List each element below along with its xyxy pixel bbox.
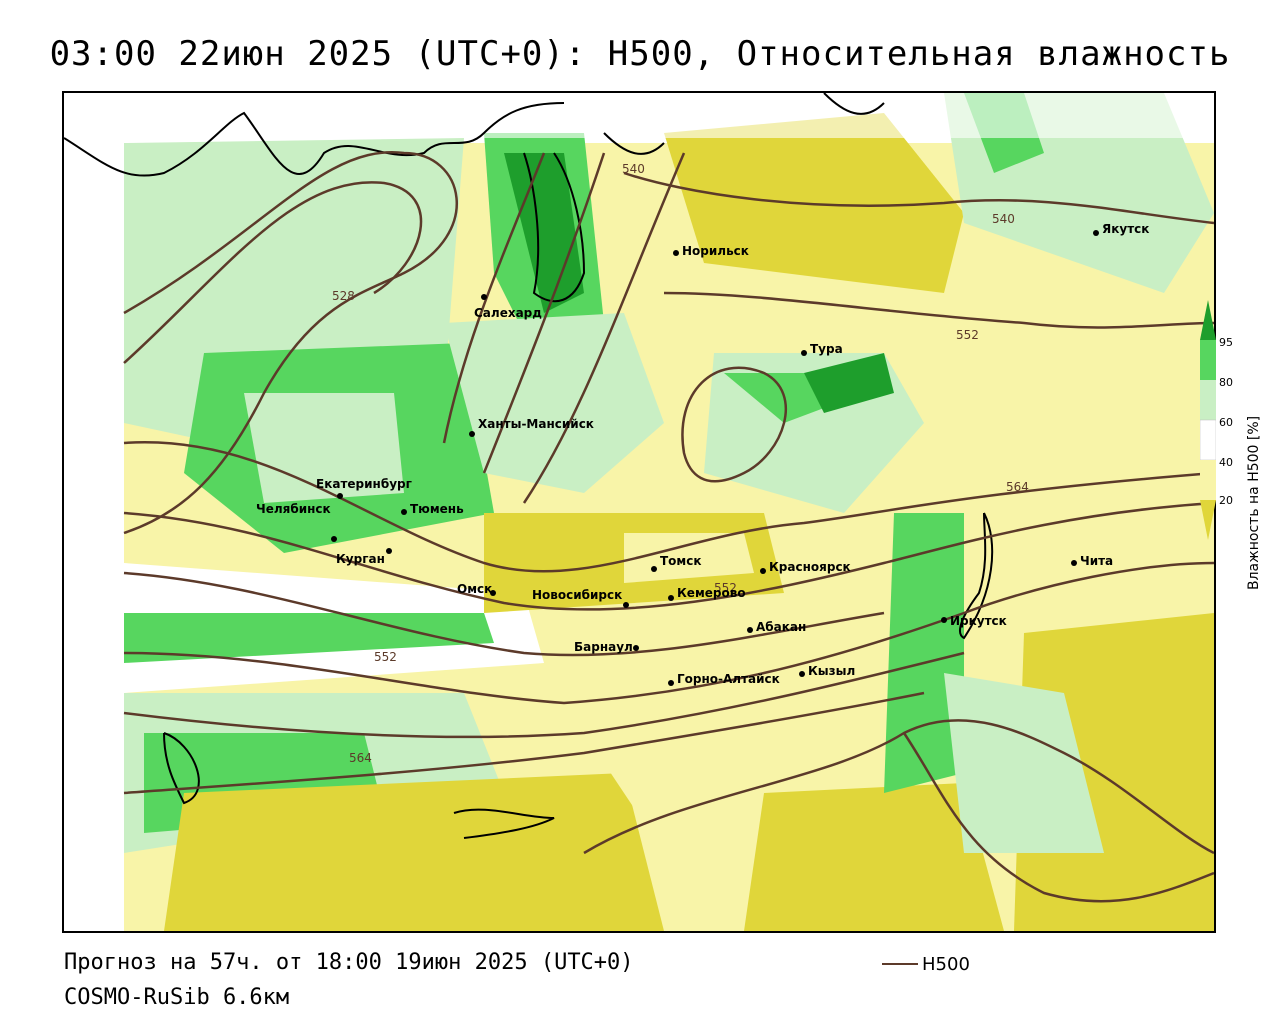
colorbar-tick: 80 xyxy=(1219,376,1233,389)
svg-text:Тура: Тура xyxy=(810,342,843,356)
contour-label: 552 xyxy=(714,581,737,595)
city-marker: Абакан xyxy=(747,620,806,634)
svg-text:Красноярск: Красноярск xyxy=(769,560,851,574)
forecast-info: Прогноз на 57ч. от 18:00 19июн 2025 (UTC… xyxy=(64,950,634,975)
contour-label: 540 xyxy=(622,162,645,176)
colorbar-tick: 20 xyxy=(1219,494,1233,507)
city-marker: Ханты-Мансийск xyxy=(469,417,594,437)
city-marker: Кызыл xyxy=(799,664,855,678)
model-name: COSMO-RuSib 6.6км xyxy=(64,985,290,1010)
contour-label: 528 xyxy=(332,289,355,303)
city-marker: Кемерово xyxy=(668,586,746,601)
svg-text:Челябинск: Челябинск xyxy=(256,502,331,516)
svg-text:Ханты-Мансийск: Ханты-Мансийск xyxy=(478,417,594,431)
colorbar-tick: 40 xyxy=(1219,456,1233,469)
colorbar-tick: 95 xyxy=(1219,336,1233,349)
city-marker: Новосибирск xyxy=(532,588,629,608)
colorbar-title: Влажность на H500 [%] xyxy=(1246,415,1262,590)
city-marker: Екатеринбург xyxy=(316,477,412,499)
city-marker: Омск xyxy=(457,582,496,596)
city-marker: Чита xyxy=(1071,554,1113,568)
contour-label: 552 xyxy=(956,328,979,342)
svg-text:Салехард: Салехард xyxy=(474,306,542,320)
svg-text:Барнаул: Барнаул xyxy=(574,640,633,654)
h500-contours xyxy=(123,150,1214,903)
humidity-field xyxy=(64,93,1214,931)
city-marker: Иркутск xyxy=(941,614,1007,628)
city-marker: Якутск xyxy=(1093,222,1149,236)
svg-text:Тюмень: Тюмень xyxy=(410,502,464,516)
svg-text:Чита: Чита xyxy=(1080,554,1113,568)
svg-text:Омск: Омск xyxy=(457,582,492,596)
svg-text:Кемерово: Кемерово xyxy=(677,586,746,600)
coastlines xyxy=(64,93,994,839)
svg-text:Якутск: Якутск xyxy=(1102,222,1149,236)
svg-text:Курган: Курган xyxy=(336,552,385,566)
city-marker: Норильск xyxy=(673,244,749,258)
city-marker: Красноярск xyxy=(760,560,851,574)
city-marker: Тура xyxy=(801,342,843,356)
svg-text:Норильск: Норильск xyxy=(682,244,749,258)
contour-label: 564 xyxy=(349,751,372,765)
svg-text:Горно-Алтайск: Горно-Алтайск xyxy=(677,672,780,686)
map-title: 03:00 22июн 2025 (UTC+0): H500, Относите… xyxy=(49,34,1231,74)
map-canvas: 540 540 528 552 564 552 552 564 Якутск Н… xyxy=(64,93,1214,931)
contour-labels: 540 540 528 552 564 552 552 564 xyxy=(332,162,1029,765)
svg-text:Томск: Томск xyxy=(660,554,702,568)
city-marker: Курган xyxy=(336,548,392,566)
svg-text:Новосибирск: Новосибирск xyxy=(532,588,622,602)
contour-label: 564 xyxy=(1006,480,1029,494)
svg-text:Екатеринбург: Екатеринбург xyxy=(316,477,412,491)
city-marker: Барнаул xyxy=(574,640,639,654)
city-marker: Челябинск xyxy=(256,502,337,542)
humidity-colorbar xyxy=(1199,300,1217,540)
svg-text:Абакан: Абакан xyxy=(756,620,806,634)
city-marker: Тюмень xyxy=(401,502,464,516)
colorbar-tick: 60 xyxy=(1219,416,1233,429)
h500-legend-label: H500 xyxy=(922,954,970,975)
svg-text:Иркутск: Иркутск xyxy=(950,614,1007,628)
contour-label: 540 xyxy=(992,212,1015,226)
contour-label: 552 xyxy=(374,650,397,664)
svg-text:Кызыл: Кызыл xyxy=(808,664,855,678)
city-marker: Горно-Алтайск xyxy=(668,672,780,686)
cities: Якутск Норильск Салехард Тура Ханты-Манс… xyxy=(256,222,1149,686)
city-marker: Томск xyxy=(651,554,702,572)
h500-legend-line xyxy=(882,963,918,965)
weather-map: 540 540 528 552 564 552 552 564 Якутск Н… xyxy=(62,91,1216,933)
city-marker: Салехард xyxy=(474,294,542,320)
